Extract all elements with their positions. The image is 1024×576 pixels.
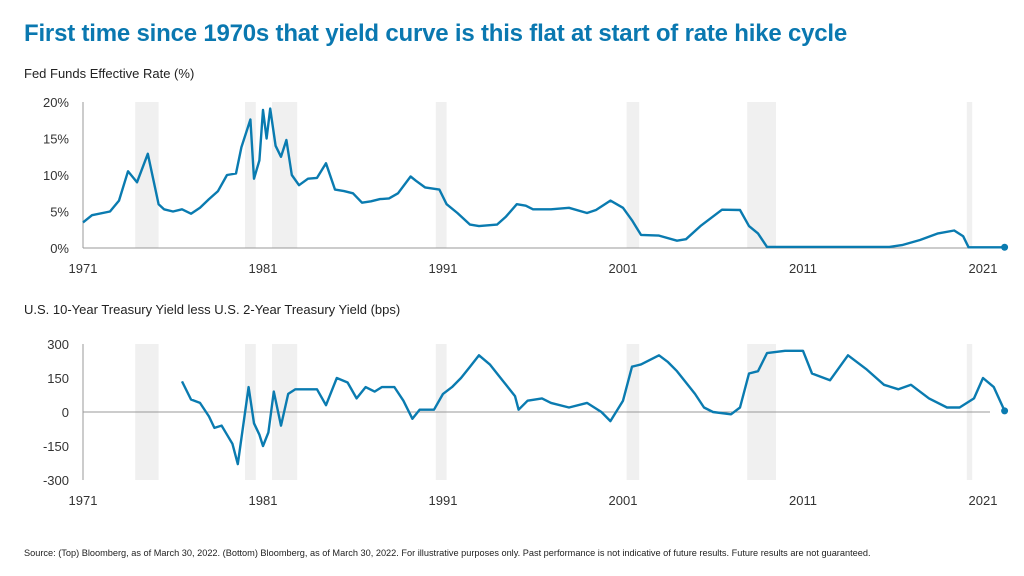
y-tick-label: -150	[43, 439, 69, 454]
x-tick-label: 1971	[69, 493, 98, 508]
recession-band	[135, 102, 159, 248]
recession-band	[435, 102, 447, 248]
bottom-chart-title: U.S. 10-Year Treasury Yield less U.S. 2-…	[24, 302, 401, 317]
y-tick-label: 0%	[50, 241, 69, 256]
y-tick-label: 150	[47, 371, 69, 386]
x-tick-label: 1991	[429, 493, 458, 508]
y-tick-label: -300	[43, 473, 69, 488]
x-tick-label: 2001	[609, 493, 638, 508]
y-tick-label: 20%	[43, 95, 69, 110]
x-tick-label: 1981	[249, 493, 278, 508]
x-tick-label: 2021	[969, 493, 998, 508]
x-tick-label: 1991	[429, 261, 458, 276]
y-tick-label: 0	[62, 405, 69, 420]
recession-band	[626, 102, 640, 248]
data-line	[180, 349, 1006, 466]
source-note: Source: (Top) Bloomberg, as of March 30,…	[24, 548, 871, 558]
end-point-marker	[1001, 243, 1009, 251]
recession-band	[966, 102, 973, 248]
end-point-marker	[1001, 407, 1009, 415]
recession-band	[245, 102, 256, 248]
chart-title: First time since 1970s that yield curve …	[24, 20, 848, 47]
x-tick-label: 2011	[789, 493, 817, 508]
data-line	[82, 107, 1005, 249]
x-tick-label: 2021	[969, 261, 998, 276]
x-tick-label: 1981	[249, 261, 278, 276]
x-tick-label: 2011	[789, 261, 817, 276]
y-tick-label: 300	[47, 337, 69, 352]
top-chart: 0% 5% 10% 15% 20% 1971 1981 1991 2001 2011 2021	[43, 95, 1009, 276]
top-chart-title: Fed Funds Effective Rate (%)	[24, 66, 195, 81]
y-tick-label: 15%	[43, 132, 69, 147]
x-tick-label: 1971	[69, 261, 98, 276]
y-tick-label: 5%	[50, 205, 69, 220]
recession-band	[747, 102, 776, 248]
bottom-chart: -300 -150 0 150 300 1971 1981 1991 2001 2011 2021	[43, 337, 1009, 508]
y-tick-label: 10%	[43, 168, 69, 183]
recession-band	[272, 102, 298, 248]
x-tick-label: 2001	[609, 261, 638, 276]
